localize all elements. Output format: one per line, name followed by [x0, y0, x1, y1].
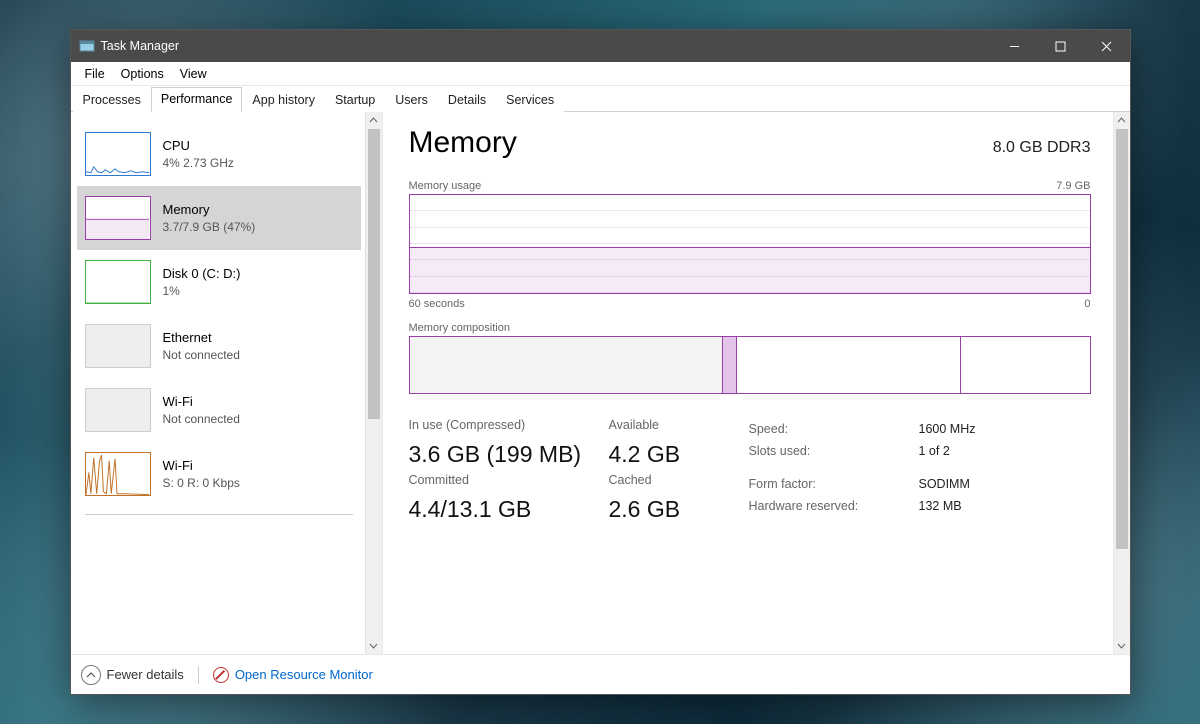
- scroll-down-icon[interactable]: [366, 637, 382, 654]
- menu-options[interactable]: Options: [113, 65, 172, 83]
- memory-capacity: 8.0 GB DDR3: [993, 139, 1091, 157]
- wifi-thumb: [85, 452, 151, 496]
- wifi-thumb: [85, 388, 151, 432]
- scroll-thumb[interactable]: [368, 129, 380, 419]
- tab-details[interactable]: Details: [438, 88, 496, 112]
- sidebar-item-label: Wi-Fi: [163, 457, 240, 475]
- maximize-button[interactable]: [1038, 30, 1084, 62]
- sidebar: CPU 4% 2.73 GHz Memory 3.7/7.9 GB (47%): [71, 112, 383, 654]
- sidebar-item-label: Disk 0 (C: D:): [163, 265, 241, 283]
- in-use-value: 3.6 GB (199 MB): [409, 440, 599, 469]
- speed-label: Speed:: [749, 418, 909, 436]
- tab-app-history[interactable]: App history: [242, 88, 325, 112]
- minimize-button[interactable]: [992, 30, 1038, 62]
- fewer-details-label: Fewer details: [107, 667, 184, 682]
- footer: Fewer details Open Resource Monitor: [71, 654, 1130, 694]
- close-button[interactable]: [1084, 30, 1130, 62]
- in-use-label: In use (Compressed): [409, 418, 599, 436]
- menu-view[interactable]: View: [172, 65, 215, 83]
- footer-divider: [198, 666, 199, 684]
- open-resource-monitor-link[interactable]: Open Resource Monitor: [213, 667, 373, 683]
- scroll-thumb[interactable]: [1116, 129, 1128, 549]
- menu-file[interactable]: File: [77, 65, 113, 83]
- sidebar-item-sub: 3.7/7.9 GB (47%): [163, 219, 256, 235]
- cached-label: Cached: [609, 473, 739, 491]
- sidebar-item-disk[interactable]: Disk 0 (C: D:) 1%: [77, 250, 361, 314]
- menubar: File Options View: [71, 62, 1130, 86]
- sidebar-item-memory[interactable]: Memory 3.7/7.9 GB (47%): [77, 186, 361, 250]
- hw-reserved-value: 132 MB: [919, 495, 1039, 524]
- speed-value: 1600 MHz: [919, 418, 1039, 436]
- sidebar-item-sub: 1%: [163, 283, 241, 299]
- task-manager-window: Task Manager File Options View Processes…: [70, 29, 1131, 695]
- app-icon: [79, 38, 95, 54]
- composition-label: Memory composition: [409, 322, 510, 334]
- cpu-thumb: [85, 132, 151, 176]
- resource-monitor-label: Open Resource Monitor: [235, 667, 373, 682]
- sidebar-item-label: Wi-Fi: [163, 393, 240, 411]
- resource-monitor-icon: [213, 667, 229, 683]
- scroll-down-icon[interactable]: [1114, 637, 1130, 654]
- sidebar-item-wifi-2[interactable]: Wi-Fi S: 0 R: 0 Kbps: [77, 442, 361, 506]
- hw-reserved-label: Hardware reserved:: [749, 495, 909, 524]
- scroll-up-icon[interactable]: [1114, 112, 1130, 129]
- memory-composition-bar: [409, 336, 1091, 394]
- usage-x-left: 60 seconds: [409, 298, 465, 310]
- tab-startup[interactable]: Startup: [325, 88, 385, 112]
- usage-chart-label: Memory usage: [409, 180, 482, 192]
- form-label: Form factor:: [749, 473, 909, 491]
- sidebar-item-label: Memory: [163, 201, 256, 219]
- slots-label: Slots used:: [749, 440, 909, 469]
- ethernet-thumb: [85, 324, 151, 368]
- sidebar-item-sub: Not connected: [163, 411, 240, 427]
- main-pane: Memory 8.0 GB DDR3 Memory usage 7.9 GB 6…: [383, 112, 1130, 654]
- chevron-up-icon: [81, 665, 101, 685]
- usage-x-right: 0: [1084, 298, 1090, 310]
- form-value: SODIMM: [919, 473, 1039, 491]
- tab-performance[interactable]: Performance: [151, 87, 243, 112]
- sidebar-item-sub: S: 0 R: 0 Kbps: [163, 475, 240, 491]
- tabstrip: Processes Performance App history Startu…: [71, 86, 1130, 112]
- available-label: Available: [609, 418, 739, 436]
- fewer-details-button[interactable]: Fewer details: [81, 665, 184, 685]
- sidebar-scrollbar[interactable]: [365, 112, 382, 654]
- sidebar-item-sub: 4% 2.73 GHz: [163, 155, 234, 171]
- memory-stats-grid: In use (Compressed) Available Speed: 160…: [409, 418, 1091, 524]
- window-title: Task Manager: [101, 39, 180, 53]
- sidebar-item-ethernet[interactable]: Ethernet Not connected: [77, 314, 361, 378]
- memory-usage-chart: [409, 194, 1091, 294]
- available-value: 4.2 GB: [609, 440, 739, 469]
- disk-thumb: [85, 260, 151, 304]
- usage-chart-max: 7.9 GB: [1056, 180, 1090, 192]
- scroll-up-icon[interactable]: [366, 112, 382, 129]
- committed-label: Committed: [409, 473, 599, 491]
- page-title: Memory: [409, 126, 517, 160]
- tab-services[interactable]: Services: [496, 88, 564, 112]
- sidebar-item-cpu[interactable]: CPU 4% 2.73 GHz: [77, 122, 361, 186]
- titlebar[interactable]: Task Manager: [71, 30, 1130, 62]
- memory-thumb: [85, 196, 151, 240]
- sidebar-item-sub: Not connected: [163, 347, 240, 363]
- content: CPU 4% 2.73 GHz Memory 3.7/7.9 GB (47%): [71, 112, 1130, 654]
- cached-value: 2.6 GB: [609, 495, 739, 524]
- sidebar-item-wifi-1[interactable]: Wi-Fi Not connected: [77, 378, 361, 442]
- tab-processes[interactable]: Processes: [73, 88, 151, 112]
- sidebar-item-label: Ethernet: [163, 329, 240, 347]
- sidebar-item-label: CPU: [163, 137, 234, 155]
- committed-value: 4.4/13.1 GB: [409, 495, 599, 524]
- main-scrollbar[interactable]: [1113, 112, 1130, 654]
- tab-users[interactable]: Users: [385, 88, 438, 112]
- slots-value: 1 of 2: [919, 440, 1039, 469]
